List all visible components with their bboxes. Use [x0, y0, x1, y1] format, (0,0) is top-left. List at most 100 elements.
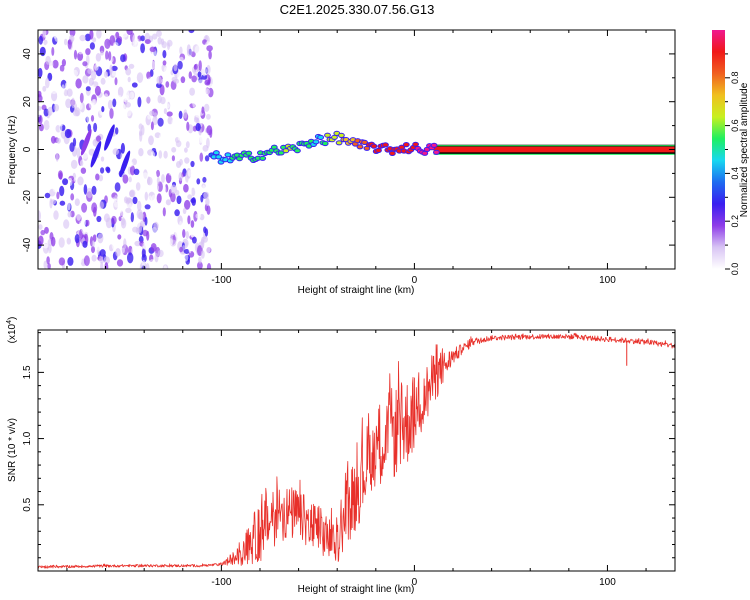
- colorbar: 0.0 0.2 0.4 0.6 0.8 Normalized spectral ampl…: [712, 30, 750, 275]
- noise-blob: [87, 68, 93, 75]
- noise-blob: [56, 137, 61, 144]
- y-tick-label: 1.5: [22, 365, 33, 379]
- trace-blob: [246, 151, 252, 155]
- noise-blob: [175, 229, 180, 238]
- noise-blob: [149, 110, 155, 117]
- trace-blob: [434, 150, 439, 154]
- noise-blob: [186, 105, 192, 116]
- noise-blob: [202, 184, 206, 194]
- noise-blob: [71, 97, 75, 109]
- noise-blob: [90, 115, 95, 122]
- noise-blob: [185, 231, 189, 239]
- noise-blob: [110, 154, 117, 165]
- noise-blob: [47, 106, 53, 116]
- noise-blob: [82, 61, 88, 67]
- snr-plot-area: [38, 332, 675, 569]
- noise-blob: [84, 249, 89, 257]
- noise-blob: [152, 171, 157, 181]
- noise-blob: [186, 48, 193, 57]
- noise-blob: [38, 110, 41, 118]
- noise-blob: [43, 162, 48, 172]
- noise-blob: [188, 243, 192, 254]
- noise-blob: [182, 100, 189, 108]
- colorbar-tick-label: 0.8: [730, 72, 740, 85]
- noise-blob: [203, 191, 210, 200]
- noise-blob: [144, 191, 148, 201]
- noise-blob: [121, 217, 125, 226]
- noise-blob: [172, 131, 177, 139]
- noise-blob: [134, 240, 141, 247]
- noise-blob: [131, 145, 138, 155]
- noise-blob: [138, 148, 144, 157]
- noise-blob: [50, 199, 57, 205]
- noise-blob: [38, 67, 43, 78]
- noise-blob: [66, 245, 72, 252]
- noise-blob: [136, 72, 144, 83]
- noise-blob: [64, 49, 72, 60]
- colorbar-tick-label: 0.4: [730, 167, 740, 180]
- trace-blob: [237, 157, 242, 161]
- snr-y-scale: (x104): [6, 317, 18, 344]
- trace-blob: [306, 144, 312, 148]
- noise-blob: [180, 35, 184, 44]
- noise-blob: [92, 98, 97, 108]
- noise-blob: [99, 201, 104, 210]
- noise-blob: [115, 127, 119, 135]
- noise-blob: [175, 30, 183, 37]
- noise-blob: [131, 114, 136, 122]
- noise-blob: [104, 58, 110, 69]
- noise-blob: [200, 250, 205, 259]
- noise-blob: [129, 190, 135, 198]
- noise-blob: [53, 210, 59, 220]
- trace-blob: [278, 151, 284, 155]
- colorbar-tick-label: 0.0: [730, 263, 740, 276]
- x-tick-label: -100: [211, 275, 231, 286]
- noise-blob: [104, 71, 108, 78]
- noise-blob: [61, 84, 65, 94]
- noise-blob: [166, 111, 173, 117]
- noise-blob: [103, 213, 110, 223]
- noise-blob: [165, 199, 171, 206]
- noise-blob: [85, 219, 90, 227]
- trace-blob: [332, 135, 337, 139]
- noise-blob: [113, 42, 119, 48]
- noise-blob: [145, 49, 149, 56]
- noise-blob: [158, 103, 162, 110]
- noise-blob: [103, 93, 109, 104]
- noise-streak: [119, 150, 131, 178]
- noise-blob: [191, 75, 197, 83]
- noise-blob: [86, 113, 91, 123]
- noise-blob: [156, 176, 160, 185]
- noise-blob: [208, 50, 212, 60]
- noise-blob: [178, 110, 183, 119]
- noise-blob: [73, 49, 78, 60]
- noise-blob: [149, 259, 155, 267]
- noise-blob: [145, 157, 151, 167]
- noise-blob: [204, 103, 210, 112]
- noise-blob: [164, 223, 168, 233]
- noise-blob: [194, 184, 200, 193]
- noise-blob: [63, 38, 68, 46]
- noise-blob: [170, 184, 177, 194]
- noise-blob: [77, 44, 84, 55]
- noise-blob: [156, 193, 162, 204]
- noise-blob: [151, 98, 155, 109]
- noise-blob: [163, 150, 168, 159]
- noise-blob: [117, 36, 123, 43]
- noise-blob: [46, 162, 54, 169]
- figure-title: C2E1.2025.330.07.56.G13: [280, 2, 435, 17]
- trace-blob: [399, 145, 405, 149]
- noise-blob: [116, 259, 124, 267]
- noise-blob: [187, 194, 193, 200]
- noise-blob: [101, 106, 105, 113]
- noise-blob: [81, 202, 88, 213]
- noise-blob: [52, 59, 59, 69]
- trace-blob: [258, 151, 263, 155]
- noise-blob: [70, 159, 78, 169]
- noise-blob: [85, 86, 91, 92]
- noise-blob: [42, 30, 47, 38]
- noise-blob: [182, 229, 186, 238]
- noise-blob: [91, 240, 95, 248]
- noise-blob: [125, 67, 132, 76]
